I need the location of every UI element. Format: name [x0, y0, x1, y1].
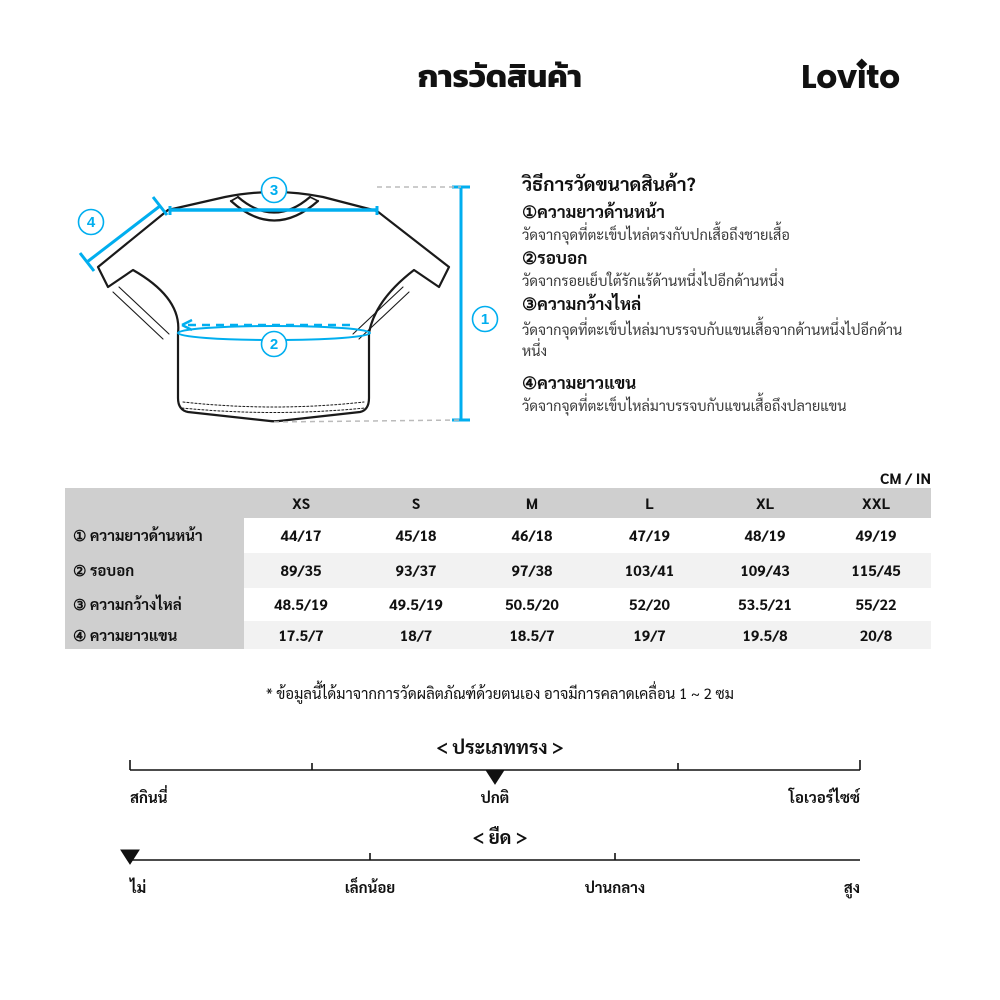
svg-text:4: 4 — [87, 214, 96, 231]
svg-text:1: 1 — [481, 311, 489, 328]
svg-text:2: 2 — [270, 336, 278, 353]
svg-text:3: 3 — [270, 182, 278, 199]
